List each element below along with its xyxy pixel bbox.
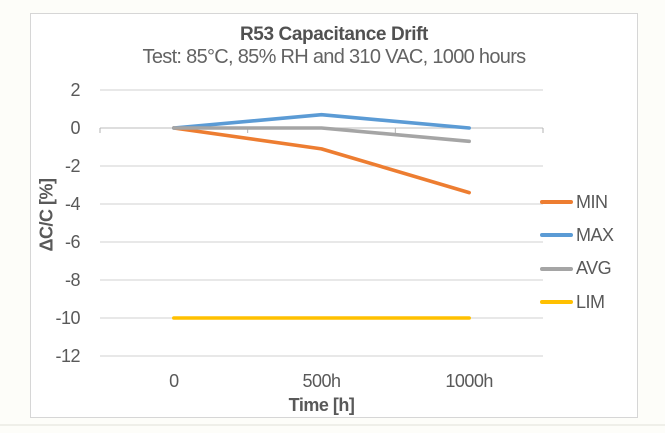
x-tick-label: 500h [302, 371, 341, 391]
legend-label: LIM [576, 291, 605, 312]
chart-title: R53 Capacitance Drift [239, 24, 428, 45]
legend-item-min: MIN [540, 192, 608, 212]
avg-legend-swatch [540, 266, 573, 271]
min-series-line [172, 126, 471, 195]
y-tick-label: 0 [70, 118, 80, 138]
plot-area [99, 89, 544, 357]
legend-item-max: MAX [540, 225, 614, 245]
y-tick-label: -10 [55, 308, 80, 328]
y-axis-title: ΔC/C [%] [36, 178, 57, 252]
y-tick-label: -12 [55, 346, 80, 366]
avg-series-line [172, 126, 471, 144]
lim-legend-swatch [540, 300, 573, 305]
y-tick-label: 2 [70, 80, 80, 100]
legend-label: AVG [576, 258, 612, 279]
legend-item-avg: AVG [540, 258, 612, 279]
chart-subtitle: Test: 85°C, 85% RH and 310 VAC, 1000 hou… [142, 46, 527, 68]
min-legend-swatch [540, 200, 573, 204]
max-series-line [172, 112, 471, 130]
y-tick-label: -4 [64, 194, 81, 214]
y-tick-label: -6 [64, 232, 81, 252]
legend-label: MAX [576, 224, 614, 245]
max-legend-swatch [540, 233, 573, 238]
legend-label: MIN [576, 191, 608, 212]
y-tick-label: -2 [64, 156, 81, 176]
x-tick-label: 1000h [445, 371, 493, 391]
x-tick-label: 0 [169, 371, 179, 391]
legend-item-lim: LIM [540, 292, 605, 312]
chart-frame: R53 Capacitance Drift Test: 85°C, 85% RH… [30, 13, 638, 418]
y-tick-label: -8 [64, 270, 81, 290]
x-axis-title: Time [h] [288, 395, 355, 415]
page-divider [0, 424, 665, 426]
